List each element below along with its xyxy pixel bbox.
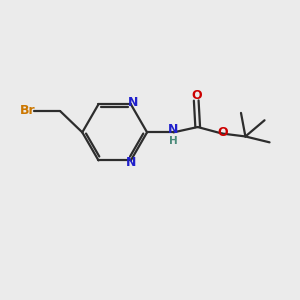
Text: N: N: [128, 96, 138, 109]
Text: N: N: [168, 124, 179, 136]
Text: O: O: [217, 125, 228, 139]
Text: O: O: [191, 89, 202, 102]
Text: H: H: [169, 136, 178, 146]
Text: N: N: [126, 156, 136, 169]
Text: Br: Br: [20, 104, 36, 117]
